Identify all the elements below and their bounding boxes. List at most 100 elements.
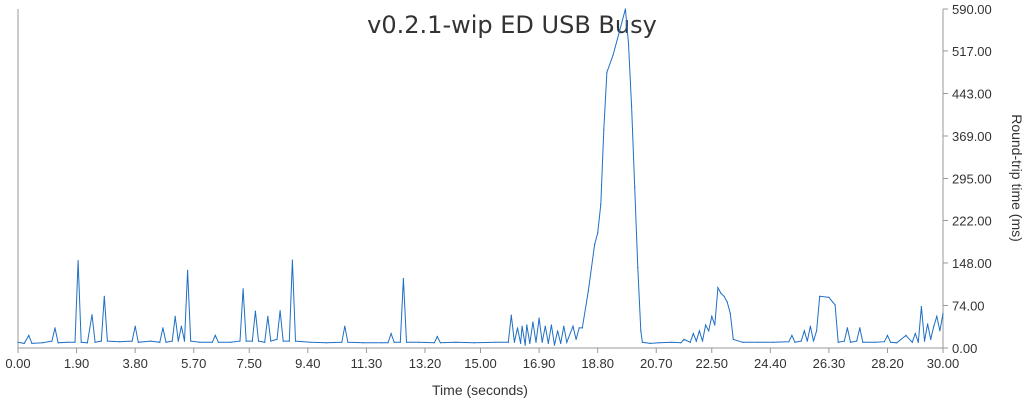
- data-point: [939, 330, 941, 332]
- series-line: [17, 8, 944, 346]
- data-point: [520, 342, 522, 344]
- x-tick-label: 22.50: [695, 356, 728, 371]
- data-point: [495, 341, 497, 343]
- data-point: [886, 334, 889, 336]
- data-point: [387, 342, 389, 344]
- data-point: [254, 310, 256, 312]
- x-tick-label: 24.40: [754, 356, 787, 371]
- y-tick-label: 295.00: [952, 172, 992, 187]
- data-point: [405, 341, 408, 343]
- x-tick-label: 30.00: [927, 356, 960, 371]
- data-point: [42, 342, 44, 344]
- x-axis-ticks: 0.00 1.90 3.80 5.70 7.50 9.40 11.30 13.20 15.00 1…: [5, 348, 959, 371]
- data-point: [849, 341, 852, 343]
- data-point: [846, 327, 849, 329]
- data-point: [658, 342, 660, 344]
- data-point: [689, 341, 691, 343]
- data-point: [791, 334, 793, 336]
- data-point: [717, 287, 719, 289]
- data-point: [843, 340, 845, 342]
- data-point: [524, 344, 526, 346]
- data-point: [695, 340, 697, 342]
- x-tick-label: 15.00: [464, 356, 497, 371]
- data-point: [627, 42, 630, 45]
- data-point: [66, 341, 68, 343]
- data-point: [242, 288, 244, 290]
- data-point: [560, 342, 562, 344]
- data-point: [276, 338, 278, 340]
- data-point: [134, 325, 136, 327]
- data-point: [624, 8, 627, 10]
- data-point: [510, 314, 512, 316]
- data-point: [119, 341, 121, 343]
- data-point: [563, 325, 565, 327]
- y-tick-label: 590.00: [952, 2, 992, 17]
- data-point: [541, 341, 543, 343]
- x-tick-label: 7.50: [237, 356, 262, 371]
- x-tick-label: 11.30: [351, 356, 383, 371]
- data-point: [575, 338, 577, 340]
- data-point: [566, 341, 568, 343]
- data-point: [23, 342, 25, 344]
- y-tick-label: 369.00: [952, 129, 992, 144]
- data-point: [180, 325, 182, 327]
- data-point: [572, 325, 574, 327]
- data-point: [942, 312, 944, 315]
- data-point: [705, 324, 707, 326]
- y-tick-label: 517.00: [952, 44, 992, 59]
- data-point: [131, 340, 133, 342]
- data-point: [874, 341, 876, 343]
- data-point: [856, 340, 858, 342]
- data-point: [544, 325, 546, 327]
- data-point: [239, 340, 241, 342]
- data-point: [521, 325, 523, 327]
- data-point: [199, 341, 201, 343]
- data-point: [594, 244, 596, 246]
- data-point: [230, 341, 232, 343]
- data-point: [183, 340, 186, 342]
- data-point: [257, 340, 260, 342]
- data-point: [507, 341, 509, 343]
- data-point: [618, 31, 620, 33]
- data-point: [711, 315, 713, 317]
- data-point: [917, 341, 919, 343]
- data-point: [905, 334, 907, 336]
- data-point: [381, 342, 383, 344]
- data-point: [279, 310, 281, 312]
- data-point: [812, 340, 815, 342]
- data-point: [806, 340, 808, 342]
- data-point: [930, 338, 932, 340]
- data-point: [436, 335, 438, 338]
- data-point: [883, 341, 886, 343]
- y-axis-title: Round-trip time (ms): [1009, 114, 1024, 242]
- data-point: [162, 327, 164, 329]
- data-point: [455, 341, 457, 343]
- data-point: [547, 342, 549, 344]
- data-point: [600, 203, 602, 205]
- x-tick-label: 26.30: [813, 356, 846, 371]
- data-point: [165, 341, 167, 343]
- data-point: [581, 327, 583, 329]
- data-point: [325, 342, 327, 344]
- x-tick-label: 5.70: [181, 356, 206, 371]
- data-point: [294, 340, 297, 342]
- data-point: [31, 342, 33, 344]
- data-point: [393, 341, 395, 343]
- data-point: [603, 129, 605, 131]
- data-point: [288, 340, 290, 342]
- data-point: [809, 325, 812, 327]
- data-point: [553, 344, 556, 346]
- data-point: [714, 324, 716, 326]
- data-point: [923, 340, 926, 342]
- data-point: [837, 341, 839, 343]
- data-point: [137, 341, 139, 343]
- data-point: [526, 324, 528, 326]
- data-point: [51, 340, 53, 342]
- y-axis-ticks: 0.00 74.00 148.00 222.00 295.00 369.00 443.00 5…: [943, 2, 992, 356]
- data-point: [640, 330, 642, 332]
- data-point: [914, 333, 916, 335]
- data-point: [578, 327, 580, 329]
- data-point: [399, 341, 401, 343]
- data-point: [418, 341, 420, 343]
